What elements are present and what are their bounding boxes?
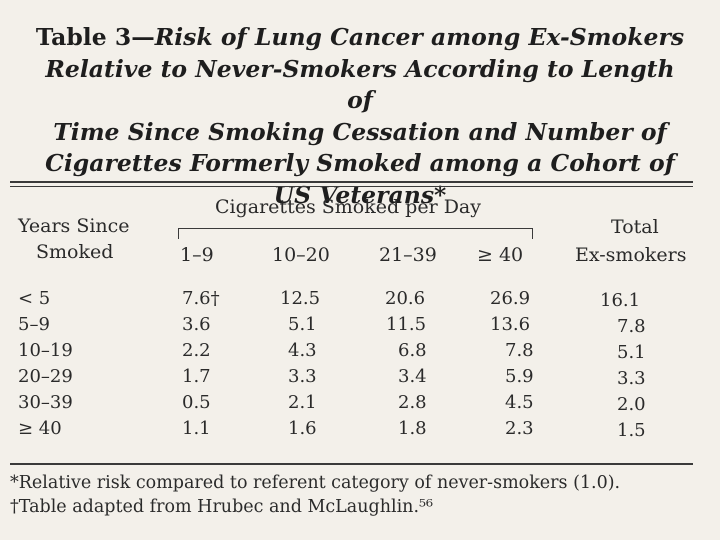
total-cell: 16.1 bbox=[600, 290, 641, 311]
header-cigarettes-per-day: Cigarettes Smoked per Day bbox=[215, 196, 481, 218]
table-cell: 20.6 bbox=[385, 288, 426, 309]
title-line-2: Relative to Never-Smokers According to L… bbox=[45, 54, 675, 115]
table-cell: 3.4 bbox=[398, 366, 427, 387]
table-cell: 1.7 bbox=[182, 366, 211, 387]
table-cell: 1.8 bbox=[398, 418, 427, 439]
table-cell: 5.1 bbox=[288, 314, 317, 335]
title-line-4: Cigarettes Formerly Smoked among a Cohor… bbox=[45, 149, 675, 177]
table-cell: 4.3 bbox=[288, 340, 317, 361]
table-cell: 13.6 bbox=[490, 314, 531, 335]
total-cell: 3.3 bbox=[617, 368, 646, 389]
footnote-source: †Table adapted from Hrubec and McLaughli… bbox=[10, 497, 434, 517]
title-line-5: US Veterans* bbox=[273, 180, 447, 209]
table-cell: 5.9 bbox=[505, 366, 534, 387]
table-cell: 3.6 bbox=[182, 314, 211, 335]
top-rule-thick bbox=[10, 181, 693, 183]
table-cell: 1.1 bbox=[182, 418, 211, 439]
row-label: 20–29 bbox=[18, 366, 73, 387]
header-col-21-39: 21–39 bbox=[379, 244, 437, 266]
header-total: Total bbox=[611, 216, 659, 238]
bottom-rule bbox=[10, 463, 693, 465]
table-cell: 6.8 bbox=[398, 340, 427, 361]
row-label: 5–9 bbox=[18, 314, 50, 335]
title-line-1: Table 3—Risk of Lung Cancer among Ex-Smo… bbox=[30, 22, 690, 54]
header-years-since: Years Since bbox=[18, 215, 130, 237]
total-cell: 2.0 bbox=[617, 394, 646, 415]
table-cell: 12.5 bbox=[280, 288, 321, 309]
footnote-relative-risk: *Relative risk compared to referent cate… bbox=[10, 473, 621, 493]
table-cell: 4.5 bbox=[505, 392, 534, 413]
header-ex-smokers: Ex-smokers bbox=[575, 244, 687, 266]
table-cell: 2.8 bbox=[398, 392, 427, 413]
table-cell: 7.6† bbox=[182, 288, 220, 309]
title-line-3: Time Since Smoking Cessation and Number … bbox=[53, 117, 667, 146]
table-cell: 2.3 bbox=[505, 418, 534, 439]
table-cell: 26.9 bbox=[490, 288, 531, 309]
title-line-1-text: Risk of Lung Cancer among Ex-Smokers bbox=[154, 23, 685, 51]
row-label: 10–19 bbox=[18, 340, 73, 361]
header-group-bracket bbox=[178, 228, 533, 239]
table-cell: 2.1 bbox=[288, 392, 317, 413]
row-label: < 5 bbox=[18, 288, 51, 309]
total-cell: 7.8 bbox=[617, 316, 646, 337]
table-cell: 0.5 bbox=[182, 392, 211, 413]
top-rule-thin bbox=[10, 186, 693, 187]
total-cell: 1.5 bbox=[617, 420, 646, 441]
table-cell: 2.2 bbox=[182, 340, 211, 361]
table-cell: 1.6 bbox=[288, 418, 317, 439]
header-col-1-9: 1–9 bbox=[180, 244, 214, 266]
header-smoked: Smoked bbox=[36, 241, 114, 263]
table-cell: 3.3 bbox=[288, 366, 317, 387]
total-cell: 5.1 bbox=[617, 342, 646, 363]
title-table-number: Table 3— bbox=[35, 23, 155, 51]
row-label: ≥ 40 bbox=[18, 418, 62, 439]
table-cell: 7.8 bbox=[505, 340, 534, 361]
header-col-40-plus: ≥ 40 bbox=[477, 244, 524, 266]
table-title: Table 3—Risk of Lung Cancer among Ex-Smo… bbox=[30, 22, 690, 211]
table-cell: 11.5 bbox=[386, 314, 427, 335]
header-col-10-20: 10–20 bbox=[272, 244, 330, 266]
row-label: 30–39 bbox=[18, 392, 73, 413]
